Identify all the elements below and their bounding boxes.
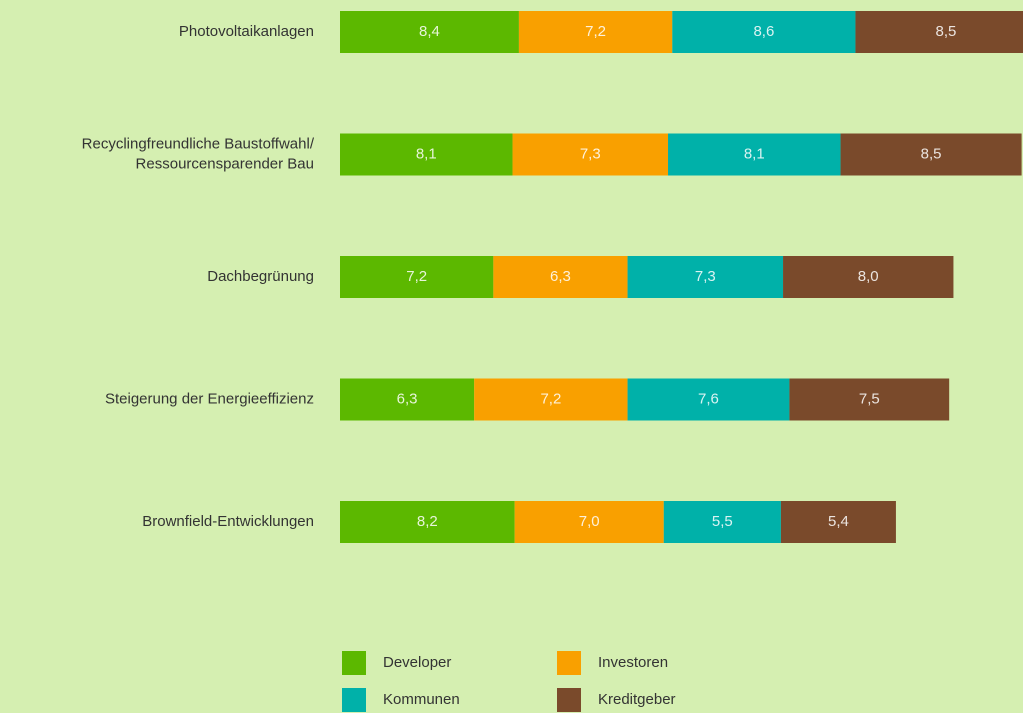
value-label: 8,0 [858,268,879,285]
legend-swatch [557,651,581,675]
bar-segment [493,256,628,298]
value-label: 6,3 [550,268,571,285]
category-label: Recyclingfreundliche Baustoffwahl/ [82,135,315,152]
legend-label: Kommunen [383,691,460,708]
category-label: Dachbegrünung [207,268,314,285]
category-label: Ressourcensparender Bau [136,155,314,172]
value-label: 7,2 [585,23,606,40]
bar-segment [340,256,494,298]
value-label: 7,6 [698,390,719,407]
bar-segment [783,256,954,298]
value-label: 6,3 [397,390,418,407]
value-label: 7,5 [859,390,880,407]
bar-segment [627,256,784,298]
bar-segment [855,11,1023,53]
bar-segment [789,378,950,421]
bar-segment [780,501,896,543]
value-label: 8,5 [921,145,942,162]
bar-segment [627,378,790,421]
value-label: 8,2 [417,513,438,530]
bar-segment [340,378,475,421]
bar-segment [340,133,513,176]
value-label: 7,0 [579,513,600,530]
bar-segment [340,501,515,543]
legend-swatch [342,651,366,675]
value-label: 8,1 [744,145,765,162]
legend-label: Developer [383,654,451,671]
legend-swatch [557,688,581,712]
category-label: Brownfield-Entwicklungen [142,513,314,530]
value-label: 7,3 [695,268,716,285]
legend-label: Kreditgeber [598,691,676,708]
bar-segment [668,133,841,176]
value-label: 8,6 [753,23,774,40]
legend-label: Investoren [598,654,668,671]
bar-segment [340,11,519,53]
value-label: 8,1 [416,145,437,162]
value-label: 7,2 [406,268,427,285]
bar-segment [514,501,664,543]
value-label: 5,4 [828,513,849,530]
value-label: 8,4 [419,23,440,40]
value-label: 7,3 [580,145,601,162]
value-label: 7,2 [540,390,561,407]
bar-segment [840,133,1022,176]
category-label: Photovoltaikanlagen [179,23,314,40]
bar-segment [474,378,628,421]
value-label: 5,5 [712,513,733,530]
bar-segment [663,501,781,543]
bar-segment [512,133,669,176]
legend-swatch [342,688,366,712]
category-label: Steigerung der Energieeffizienz [105,390,314,407]
bar-segment [518,11,673,53]
value-label: 8,5 [936,23,957,40]
bar-segment [672,11,856,53]
